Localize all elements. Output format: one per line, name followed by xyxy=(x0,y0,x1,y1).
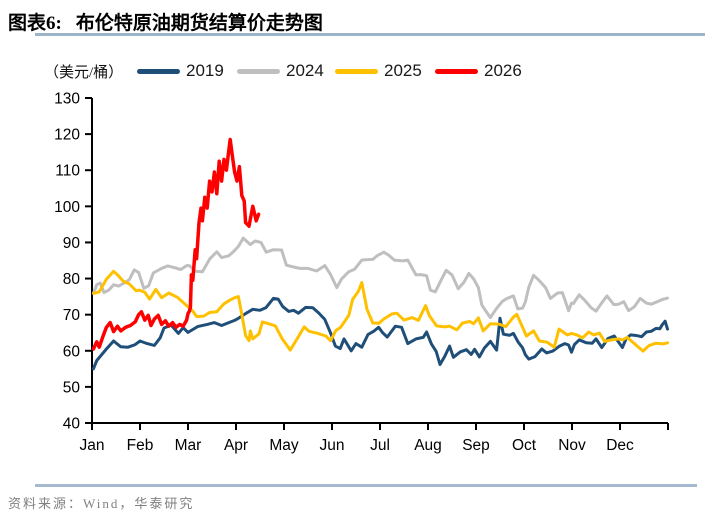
y-tick-label: 120 xyxy=(54,127,80,144)
legend-swatch-2019 xyxy=(137,69,180,74)
figure-title: 图表6: 布伦特原油期货结算价走势图 xyxy=(8,8,712,35)
source-note: 资料来源：Wind，华泰研究 xyxy=(8,496,195,511)
series-line-2024 xyxy=(91,236,669,320)
y-tick-label: 90 xyxy=(63,235,81,252)
legend-swatch-2024 xyxy=(237,69,280,74)
series-line-2019 xyxy=(91,296,669,371)
legend-swatch-2026 xyxy=(435,69,478,74)
series-line-2026 xyxy=(91,137,261,351)
x-tick-label: Mar xyxy=(175,437,202,454)
series-line-2025 xyxy=(91,269,669,353)
legend-item-2024: 2024 xyxy=(237,60,327,82)
figure-title-text: 布伦特原油期货结算价走势图 xyxy=(75,13,323,34)
x-tick-label: Sep xyxy=(462,437,490,454)
legend-label-2024: 2024 xyxy=(286,61,324,80)
x-tick-label: Jul xyxy=(370,437,390,454)
y-tick-label: 80 xyxy=(63,271,81,288)
x-tick-label: Nov xyxy=(558,437,586,454)
line-chart: 40 50 60 70 80 90 100 110 120 130 Jan Feb Mar Apr May J… xyxy=(54,91,669,454)
x-tick-label: Dec xyxy=(606,437,634,454)
legend-label-2019: 2019 xyxy=(186,61,224,80)
y-tick-label: 100 xyxy=(54,199,80,216)
y-tick-label: 130 xyxy=(54,91,80,108)
legend-item-2025: 2025 xyxy=(335,60,425,82)
y-tick-label: 50 xyxy=(63,379,81,396)
axes xyxy=(91,98,668,424)
figure-label: 图表6: xyxy=(8,13,62,34)
title-divider xyxy=(35,33,705,36)
legend-item-2019: 2019 xyxy=(137,60,227,82)
legend-swatch-2025 xyxy=(335,69,378,74)
legend-label-2026: 2026 xyxy=(484,61,522,80)
x-tick-label: Jan xyxy=(80,437,105,454)
y-tick-label: 40 xyxy=(63,416,81,433)
y-tick-label: 70 xyxy=(63,307,81,324)
x-tick-label: Aug xyxy=(414,437,442,454)
x-tick-label: Oct xyxy=(512,437,537,454)
legend-item-2026: 2026 xyxy=(435,60,525,82)
y-axis-unit-label: （美元/桶） xyxy=(44,65,124,81)
footer-divider xyxy=(35,484,697,487)
y-tick-label: 60 xyxy=(63,343,81,360)
legend-label-2025: 2025 xyxy=(384,61,422,80)
x-tick-label: Apr xyxy=(224,437,248,454)
x-tick-label: May xyxy=(269,437,299,454)
chart-legend: （美元/桶） 2019 2024 2025 2026 xyxy=(0,60,720,82)
y-tick-label: 110 xyxy=(55,163,80,180)
x-tick-label: Feb xyxy=(127,437,154,454)
x-tick-label: Jun xyxy=(320,437,345,454)
